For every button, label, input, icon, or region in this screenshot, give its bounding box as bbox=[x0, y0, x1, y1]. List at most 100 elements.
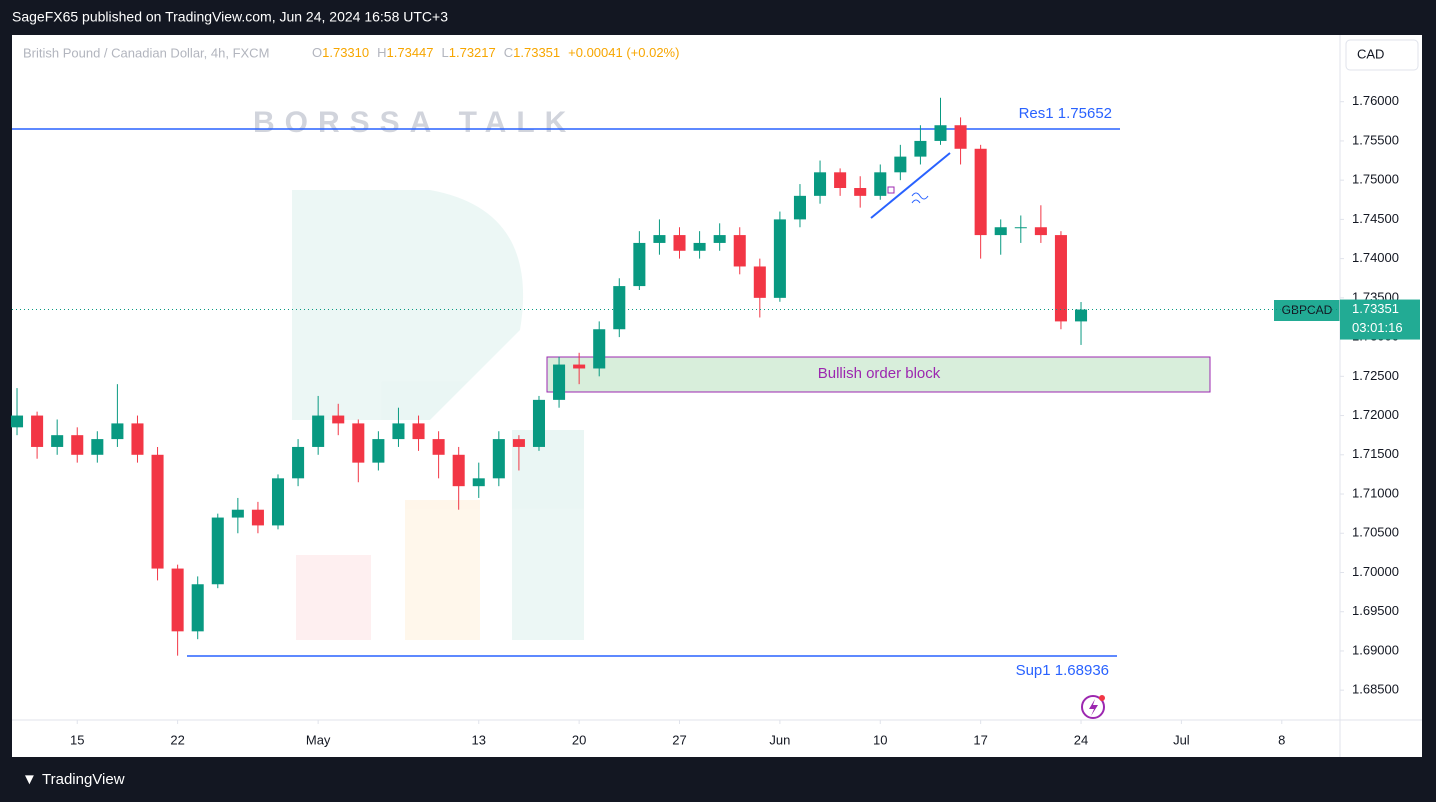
candle-body bbox=[452, 454, 465, 487]
level-label: Res1 1.75652 bbox=[1019, 105, 1112, 122]
y-tick-label: 1.71000 bbox=[1352, 485, 1399, 500]
candle-body bbox=[352, 423, 365, 463]
candle-body bbox=[593, 329, 606, 369]
countdown: 03:01:16 bbox=[1352, 320, 1403, 335]
candle-body bbox=[492, 439, 505, 479]
x-tick-label: 27 bbox=[672, 732, 686, 747]
candle-body bbox=[1014, 227, 1027, 229]
candle-body bbox=[10, 415, 24, 428]
candle-body bbox=[673, 235, 686, 251]
candle-body bbox=[131, 423, 144, 455]
candle-body bbox=[71, 435, 84, 455]
y-tick-label: 1.69500 bbox=[1352, 603, 1399, 618]
candle-body bbox=[532, 399, 546, 447]
candle-body bbox=[31, 415, 44, 447]
x-tick-label: 15 bbox=[70, 732, 84, 747]
y-tick-label: 1.71500 bbox=[1352, 446, 1399, 461]
candle-body bbox=[573, 364, 586, 369]
candle-body bbox=[432, 439, 445, 455]
candle-body bbox=[1034, 227, 1047, 236]
pattern-icon bbox=[911, 192, 929, 204]
ohlc-key: H bbox=[377, 45, 386, 60]
order-block bbox=[546, 356, 1211, 393]
y-tick-label: 1.69000 bbox=[1352, 642, 1399, 657]
trend-line bbox=[870, 152, 951, 219]
currency[interactable]: CAD bbox=[1357, 46, 1384, 61]
candle-body bbox=[854, 188, 867, 196]
candle-body bbox=[793, 195, 806, 220]
ohlc-value: 1.73351 bbox=[513, 45, 560, 60]
candle-body bbox=[994, 227, 1007, 236]
x-tick-label: 24 bbox=[1074, 732, 1088, 747]
price-tag bbox=[1340, 299, 1420, 340]
candle-body bbox=[914, 140, 927, 157]
candle-body bbox=[512, 439, 525, 447]
y-tick-label: 1.68500 bbox=[1352, 682, 1399, 697]
candle-body bbox=[733, 235, 746, 267]
candle-body bbox=[312, 415, 325, 447]
candle-body bbox=[753, 266, 766, 298]
candle-body bbox=[1054, 235, 1067, 322]
candle-body bbox=[251, 509, 264, 526]
candle-body bbox=[613, 286, 626, 330]
candle-body bbox=[974, 148, 987, 236]
candle-body bbox=[553, 364, 566, 400]
candle-body bbox=[332, 415, 345, 424]
x-tick-label: Jul bbox=[1173, 732, 1190, 747]
level-label: Sup1 1.68936 bbox=[1016, 662, 1109, 679]
candle-body bbox=[814, 172, 827, 196]
candle-body bbox=[271, 478, 285, 526]
x-tick-label: 17 bbox=[973, 732, 987, 747]
last-price: 1.73351 bbox=[1352, 301, 1399, 316]
order-block-label: Bullish order block bbox=[818, 365, 941, 382]
candle-body bbox=[392, 423, 405, 440]
candle-body bbox=[151, 454, 164, 569]
candle-body bbox=[713, 235, 726, 243]
candle-body bbox=[954, 125, 967, 149]
y-tick-label: 1.74500 bbox=[1352, 211, 1399, 226]
x-tick-label: 10 bbox=[873, 732, 887, 747]
candle-body bbox=[231, 509, 244, 518]
candle-body bbox=[412, 423, 425, 440]
watermark-text: BORSSA TALK bbox=[253, 106, 576, 139]
watermark-logo bbox=[292, 190, 584, 640]
currency-button[interactable] bbox=[1345, 39, 1419, 71]
y-tick-label: 1.72000 bbox=[1352, 407, 1399, 422]
ohlc-legend: O1.73310 H1.73447 L1.73217 C1.73351 +0.00041… bbox=[312, 45, 679, 60]
symbol-title: British Pound / Canadian Dollar, 4h, FXC… bbox=[23, 45, 269, 60]
x-tick-label: May bbox=[306, 732, 331, 747]
candle-body bbox=[894, 156, 907, 173]
candle-body bbox=[693, 242, 706, 251]
y-tick-label: 1.76000 bbox=[1352, 93, 1399, 108]
candle-body bbox=[111, 423, 124, 440]
footer: TradingView bbox=[42, 771, 125, 788]
change: +0.00041 (+0.02%) bbox=[568, 45, 679, 60]
ticker-tag bbox=[1274, 300, 1340, 321]
ohlc-value: 1.73217 bbox=[449, 45, 496, 60]
marker bbox=[887, 186, 895, 194]
candle-body bbox=[1075, 309, 1088, 322]
candle-body bbox=[191, 584, 204, 632]
ticker: GBPCAD bbox=[1282, 303, 1333, 317]
chart-panel bbox=[12, 35, 1422, 757]
candle-body bbox=[292, 446, 305, 479]
y-tick-label: 1.75500 bbox=[1352, 132, 1399, 147]
publisher: SageFX65 published on TradingView.com, J… bbox=[12, 9, 448, 25]
candle-body bbox=[211, 517, 224, 585]
y-tick-label: 1.75000 bbox=[1352, 172, 1399, 187]
footer-logo: ▼ bbox=[22, 771, 37, 788]
candle-body bbox=[653, 235, 666, 243]
alert-icon[interactable] bbox=[1081, 695, 1105, 719]
candle-body bbox=[372, 439, 385, 463]
candle-body bbox=[51, 435, 64, 447]
ohlc-key: C bbox=[504, 45, 513, 60]
y-tick-label: 1.72500 bbox=[1352, 368, 1399, 383]
candle-body bbox=[91, 439, 104, 455]
candle-body bbox=[472, 478, 485, 487]
x-tick-label: 20 bbox=[572, 732, 586, 747]
x-tick-label: 22 bbox=[170, 732, 184, 747]
ohlc-value: 1.73447 bbox=[387, 45, 434, 60]
candle-body bbox=[834, 172, 847, 189]
